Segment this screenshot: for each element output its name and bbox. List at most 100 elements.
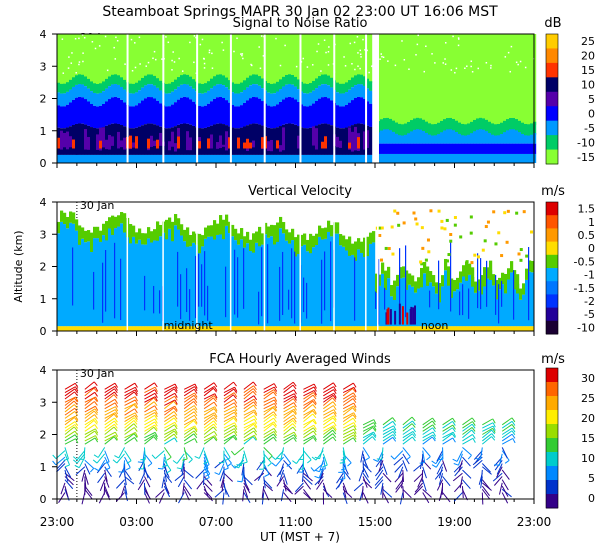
wind-barb-flag [205,473,210,477]
wind-barb [301,469,304,482]
snr-cell [476,143,480,154]
vv-cell [408,273,412,285]
snr-cell [237,34,241,86]
wind-barb [203,382,215,390]
snr-cell [114,34,118,76]
wind-barb-flag [113,436,118,441]
vv-cell [291,240,295,327]
wind-barb [84,396,96,403]
vv-cell [468,326,472,331]
vv-cell [369,326,373,331]
wind-barb-flag [276,457,282,460]
vv-cell [96,326,100,331]
snr-cell [267,83,271,93]
snr-speckle [211,52,213,55]
snr-cell [69,89,73,103]
snr-speckle [91,41,94,43]
snr-cell [180,154,184,163]
snr-cell [404,123,408,137]
vv-cell [398,303,401,325]
vv-cell [513,326,517,331]
snr-cell [270,93,274,107]
snr-cell [461,153,465,163]
snr-cell [288,154,292,163]
wind-barb-flag [352,398,357,403]
snr-cell [434,143,438,154]
wind-barb-flag [94,406,99,411]
wind-barb [263,433,274,442]
wind-barb [422,447,431,457]
wind-barb [303,408,315,416]
snr-cell [518,143,522,154]
snr-cell [201,128,205,155]
snr-cell [291,75,295,85]
wind-barb-flag [114,399,118,404]
wind-barb [142,450,145,463]
snr-cell [327,85,331,99]
snr-cell [255,123,259,155]
vv-cell [390,326,394,331]
snr-cell [398,153,402,163]
wind-barb [362,433,373,442]
wind-barb [183,469,194,478]
wind-barb [84,420,95,429]
wind-barb [81,469,86,482]
snr-cell [425,132,429,144]
snr-cell [386,143,390,154]
vv-cell [324,326,328,331]
data-gap [162,34,165,163]
wind-barb [422,459,432,470]
wind-barb-flag [112,459,118,464]
snr-speckle [359,49,362,52]
wind-barb [342,392,354,400]
wind-barb [203,412,215,419]
snr-cell [261,101,265,126]
y-axis-title: Altitude (km) [12,230,25,302]
wind-barb [382,472,392,483]
wind-barb [435,453,443,465]
wind-barb [223,409,235,416]
vv-cell [498,289,502,327]
vv-cell [279,228,283,327]
vv-cell [174,214,178,226]
snr-cell [446,153,450,163]
snr-cell [479,143,483,154]
wind-barb [496,463,503,475]
snr-cell [440,132,444,144]
snr-cell [428,134,432,144]
wind-barb-flag [75,438,79,444]
snr-cell [288,83,292,97]
vv-cell [267,237,271,327]
snr-speckle [67,67,70,69]
vv-cell [84,242,88,327]
snr-cell [512,129,516,144]
wind-barb [104,431,116,439]
vv-cell [111,215,115,227]
snr-cell [63,132,67,148]
unit-label: m/s [541,352,565,367]
snr-speckle [203,67,206,69]
snr-cell [386,117,390,131]
snr-speckle [457,44,460,47]
vv-cell [423,326,427,331]
wind-barb [481,463,491,473]
vv-scatter [437,209,441,213]
snr-cell [57,154,61,163]
snr-cell [437,143,441,154]
wind-barb-flag [253,418,258,424]
wind-barb-flag [234,434,238,440]
snr-speckle [163,57,165,60]
wind-barb-flag [273,389,277,395]
snr-cell [171,154,175,163]
wind-barb-flag [94,414,98,419]
wind-barb [283,459,293,470]
snr-cell [509,117,513,131]
wind-barb-flag [432,424,436,430]
wind-barb [342,388,354,397]
snr-cell [186,34,190,77]
snr-speckle [147,61,150,64]
vv-cell [93,271,95,310]
vv-cell [309,233,313,246]
snr-cell [273,106,277,129]
snr-cell [345,82,349,93]
